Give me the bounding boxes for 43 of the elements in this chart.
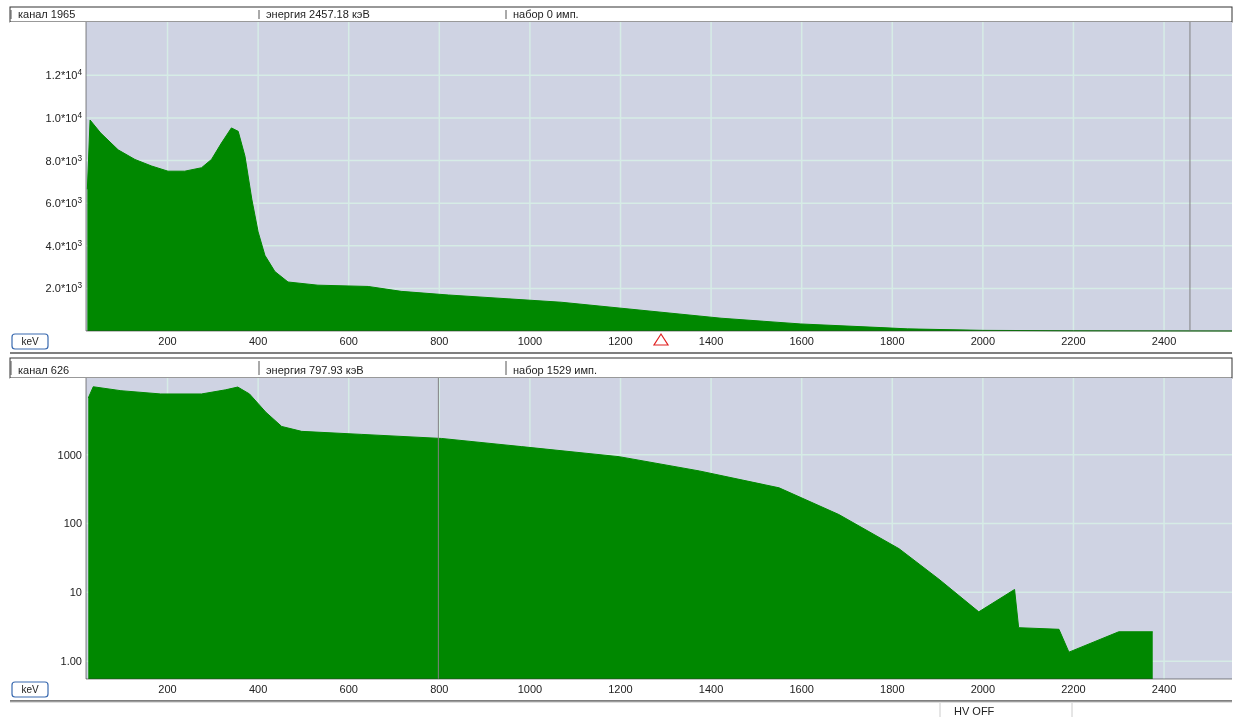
x-tick-label: 1400: [698, 683, 724, 695]
text: канал 1965: [18, 8, 76, 20]
x-tick-label: 400: [248, 683, 268, 695]
x-tick-label: 400: [248, 335, 268, 347]
text: набор 0 имп.: [513, 8, 579, 20]
y-tick-label: 2.0*10$^{3}$: [45, 280, 83, 295]
y-tick-label: 6.0*10$^{3}$: [45, 195, 83, 210]
x-tick-label: 1800: [880, 683, 905, 695]
x-tick-label: 1000: [517, 683, 543, 695]
y-tick-label: 1.0*10$^{4}$: [45, 110, 83, 124]
x-tick-label: 2000: [970, 683, 996, 695]
x-tick-label: 600: [339, 335, 358, 347]
y-tick-label: 10: [69, 586, 82, 599]
x-tick-label: 2000: [970, 335, 996, 347]
x-tick-label: 1800: [880, 335, 905, 347]
text: HV OFF: [954, 705, 995, 717]
y-tick-label: 1000: [57, 448, 82, 461]
x-tick-label: 200: [158, 683, 177, 695]
x-axis-title: keV: [21, 684, 39, 695]
x-tick-label: 2400: [1151, 335, 1177, 347]
x-tick-label: 1600: [789, 683, 814, 695]
y-tick-label: 1.2*10$^{4}$: [45, 67, 83, 82]
x-tick-label: 1600: [789, 335, 814, 347]
text: набор 1529 имп.: [513, 364, 598, 376]
x-tick-label: 1000: [517, 335, 543, 347]
text: канал 626: [18, 364, 70, 376]
x-tick-label: 1400: [698, 335, 724, 347]
x-tick-label: 800: [430, 683, 449, 695]
x-tick-label: 600: [339, 683, 358, 695]
x-tick-label: 1200: [608, 683, 633, 695]
y-tick-label: 1.00: [60, 655, 82, 668]
text: энергия 2457.18 кэВ: [266, 8, 370, 20]
x-tick-label: 2200: [1061, 683, 1086, 695]
y-tick-label: 8.0*10$^{3}$: [45, 153, 83, 167]
x-axis-title: keV: [21, 336, 39, 347]
x-tick-label: 800: [430, 335, 449, 347]
x-tick-label: 2200: [1061, 335, 1086, 347]
text: энергия 797.93 кэВ: [266, 364, 364, 376]
x-tick-label: 1200: [608, 335, 633, 347]
x-tick-label: 200: [158, 335, 177, 347]
y-tick-label: 4.0*10$^{3}$: [45, 238, 83, 252]
x-tick-label: 2400: [1151, 683, 1177, 695]
y-tick-label: 100: [63, 517, 82, 530]
